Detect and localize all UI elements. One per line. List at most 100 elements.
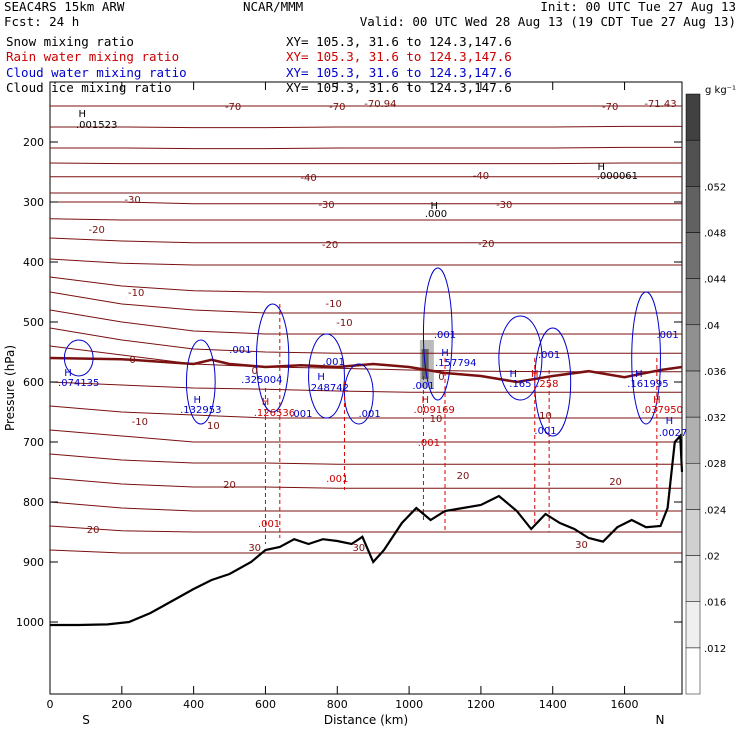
max-label: .001 <box>326 474 348 485</box>
isotherm-label: 0 <box>129 355 135 366</box>
end-label-south: S <box>82 713 90 727</box>
isotherm-label: -10 <box>128 288 144 299</box>
colorbar-swatch <box>685 647 701 695</box>
max-label: H <box>430 201 438 212</box>
isotherm-line <box>49 549 682 554</box>
isotherm-line <box>49 429 682 443</box>
y-axis-title: Pressure (hPa) <box>3 345 17 431</box>
max-label: H <box>635 369 643 380</box>
axes-layer: 0 200 400 600 800 1000 1200 1400 160020030040050… <box>16 82 682 711</box>
isotherm-label: -10 <box>132 417 148 428</box>
colorbar-swatch <box>685 370 701 418</box>
colorbar-tick-label: .04 <box>704 321 720 332</box>
x-tick-label: 400 <box>183 698 204 711</box>
y-tick-label: 500 <box>23 316 44 329</box>
colorbar-tick-label: .028 <box>704 459 726 470</box>
isotherm-label: -10 <box>336 318 352 329</box>
isotherm-label: 20 <box>223 480 236 491</box>
colorbar-swatch <box>685 139 701 187</box>
max-label: .248742 <box>308 383 349 394</box>
colorbar-swatch <box>685 509 701 556</box>
colorbar-unit: g kg⁻¹ <box>705 85 736 96</box>
isotherm-label: -20 <box>478 239 494 250</box>
cloud-water-contour <box>631 291 661 425</box>
terrain-line <box>50 433 684 627</box>
isotherm-line <box>49 309 682 335</box>
isotherm-line <box>49 477 682 489</box>
y-tick-label: 200 <box>23 136 44 149</box>
max-label: .126536 <box>254 408 295 419</box>
max-label: .001 <box>358 409 380 420</box>
colorbar-swatch <box>685 601 701 649</box>
isotherm-label: -70.94 <box>364 99 396 110</box>
isotherm-line <box>50 146 682 150</box>
x-tick-label: 1600 <box>611 698 639 711</box>
max-label: H <box>441 348 449 359</box>
isotherm-line <box>49 453 682 465</box>
max-label: .0027 <box>659 428 688 439</box>
y-tick-label: 600 <box>23 376 44 389</box>
isotherm-label: -70 <box>602 102 618 113</box>
colorbar-swatch <box>685 462 701 510</box>
y-tick-label: 300 <box>23 196 44 209</box>
field-snow-xy: XY= 105.3, 31.6 to 124.3,147.6 <box>286 34 512 49</box>
max-label: .157794 <box>435 358 476 369</box>
max-label: .001 <box>229 345 251 356</box>
x-tick-label: 200 <box>111 698 132 711</box>
isotherm-label: -30 <box>496 200 512 211</box>
colorbar: g kg⁻¹ .012 .016 .02 .024 .028 .032 .036 .04 .04… <box>685 85 736 695</box>
isotherm-label: -70 <box>329 102 345 113</box>
cloud-water-contour <box>63 339 94 377</box>
max-label: .009169 <box>414 405 455 416</box>
colorbar-tick-label: .02 <box>704 552 720 563</box>
isotherm-label: 20 <box>457 471 470 482</box>
max-label: .001 <box>418 438 440 449</box>
isotherm-label: 30 <box>352 543 365 554</box>
x-tick-label: 600 <box>255 698 276 711</box>
field-cloudice-name: Cloud ice mixing ratio <box>6 80 172 95</box>
max-label: H <box>509 369 517 380</box>
max-label: .001 <box>657 330 679 341</box>
isotherm-line <box>49 381 682 393</box>
max-label: .001 <box>412 381 434 392</box>
max-label: .074135 <box>58 378 99 389</box>
cloud-water-contour <box>185 339 216 425</box>
isotherm-line <box>49 291 682 314</box>
isotherm-label: 20 <box>87 525 100 536</box>
max-label: .001523 <box>76 120 117 131</box>
isotherm-line <box>50 201 682 205</box>
isotherm-line <box>49 405 682 419</box>
isotherm-label: 10 <box>430 414 443 425</box>
max-label: .001 <box>534 426 556 437</box>
isotherm-line <box>50 125 682 129</box>
x-tick-label: 0 <box>47 698 54 711</box>
max-label: .132953 <box>180 405 221 416</box>
x-tick-label: 1000 <box>395 698 423 711</box>
max-label: .001 <box>434 330 456 341</box>
colorbar-tick-label: .016 <box>704 598 726 609</box>
isotherm-label: -20 <box>322 240 338 251</box>
isotherm-label: -10 <box>326 299 342 310</box>
isotherm-line <box>49 276 682 293</box>
isotherm-label: 30 <box>575 540 588 551</box>
isotherm-line <box>49 162 682 165</box>
x-tick-label: 800 <box>327 698 348 711</box>
y-tick-label: 1000 <box>16 616 44 629</box>
isotherm-label: -30 <box>318 200 334 211</box>
max-label: H <box>193 395 201 406</box>
y-tick-label: 700 <box>23 436 44 449</box>
forecast-hour: Fcst: 24 h <box>4 14 79 29</box>
terrain-layer <box>50 433 684 627</box>
max-label: .000 <box>425 209 447 220</box>
colorbar-swatch <box>685 324 701 372</box>
cloud-water-contour <box>343 363 374 425</box>
isotherm-label: -30 <box>124 195 140 206</box>
cloud-water-contour <box>255 303 290 413</box>
max-label: H <box>317 372 325 383</box>
isotherm-label: 20 <box>609 477 622 488</box>
field-cloudice-xy: XY= 105.3, 31.6 to 124.3,147.6 <box>286 80 512 95</box>
isotherm-label: 10 <box>207 421 220 432</box>
x-tick-label: 1400 <box>539 698 567 711</box>
max-label: H <box>666 416 674 427</box>
isotherm-label: -71.43 <box>644 99 676 110</box>
